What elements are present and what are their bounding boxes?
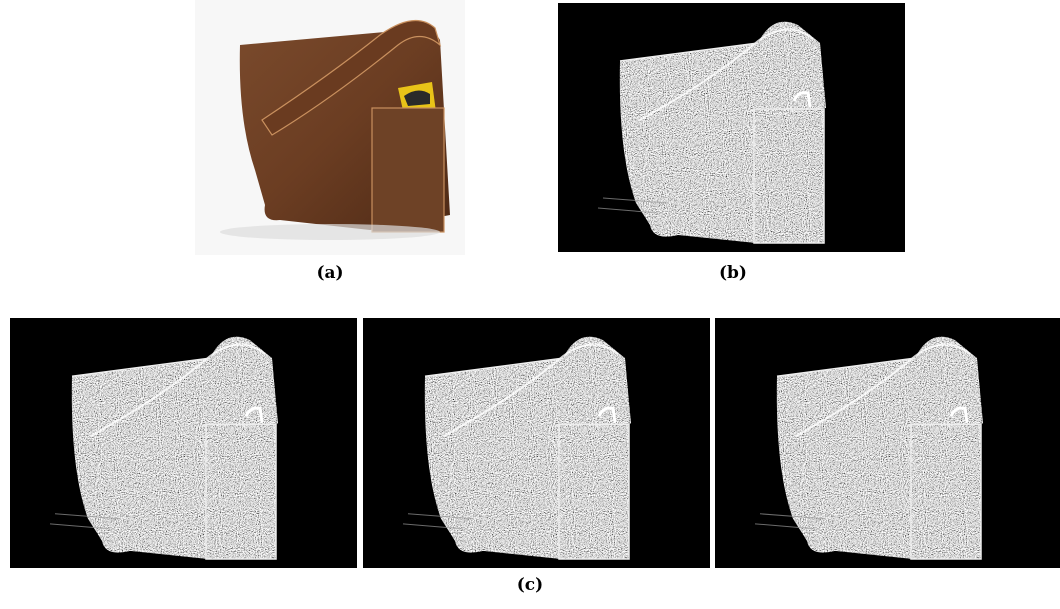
edge-map-c1 xyxy=(10,318,357,568)
photo-a xyxy=(195,0,465,255)
figure: (a) (b) (c) xyxy=(0,0,1060,604)
panel-label: (c) xyxy=(517,575,543,595)
edge-map-c3 xyxy=(715,318,1060,568)
edge-map-c2 xyxy=(363,318,710,568)
edge-map-b xyxy=(558,3,905,252)
panel-label: (b) xyxy=(719,263,747,283)
panel-label: (a) xyxy=(316,263,343,283)
